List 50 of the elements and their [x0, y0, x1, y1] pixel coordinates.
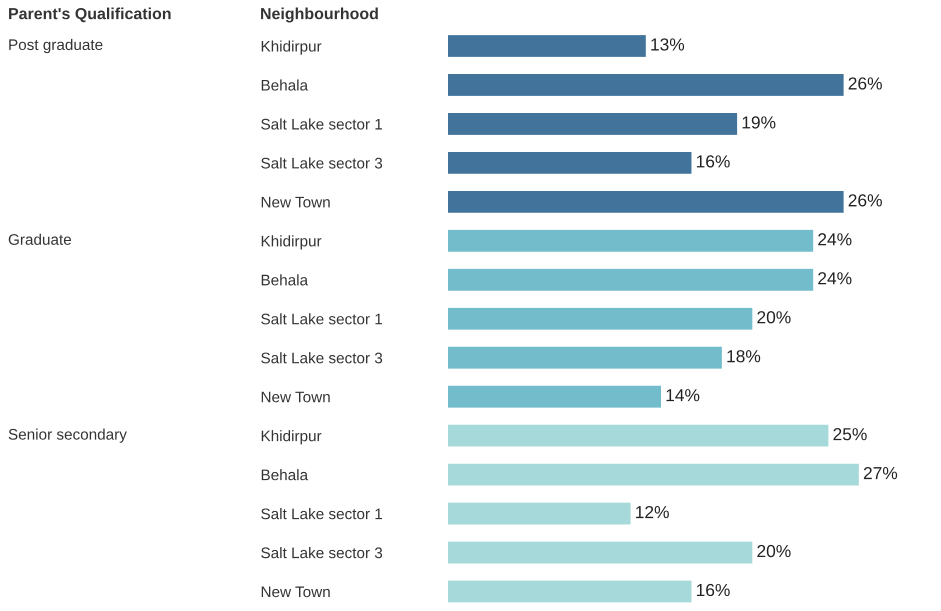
- text: Senior secondary: [8, 428, 127, 443]
- y-tick-label: Salt Lake sector 1: [261, 313, 382, 324]
- data-label: 16%: [696, 155, 730, 168]
- data-label: 25%: [833, 428, 867, 440]
- text: Post graduate: [9, 38, 102, 54]
- y-tick-label: New Town: [262, 586, 330, 598]
- bar: [448, 464, 859, 486]
- legend-title: Parent's Qualification: [9, 8, 171, 22]
- bar: [448, 35, 646, 57]
- data-label: 20%: [757, 311, 791, 324]
- data-label: 24%: [818, 233, 852, 246]
- bar: [448, 580, 692, 602]
- bar: [448, 502, 631, 524]
- y-tick-label: Khidirpur: [262, 235, 322, 250]
- data-label: 16%: [696, 584, 730, 596]
- y-axis-title: Neighbourhood: [261, 8, 378, 22]
- bar: [448, 542, 752, 564]
- y-tick-label: Salt Lake sector 3: [261, 352, 382, 364]
- data-label: 19%: [742, 116, 776, 129]
- data-label: 20%: [757, 544, 791, 558]
- y-tick-label: Behala: [262, 274, 308, 286]
- y-tick-label: Khidirpur: [262, 430, 322, 444]
- data-label: 26%: [848, 77, 882, 90]
- y-tick-label: Khidirpur: [262, 40, 322, 55]
- data-label: 14%: [666, 389, 700, 402]
- bar: [448, 386, 662, 408]
- bar: [448, 424, 828, 447]
- data-label: 24%: [818, 272, 852, 284]
- bar: [448, 308, 752, 330]
- bar: [448, 152, 692, 174]
- y-tick-label: Behala: [262, 79, 308, 91]
- y-tick-label: Salt Lake sector 3: [261, 547, 382, 558]
- bar: [448, 230, 814, 252]
- bar: [448, 74, 844, 96]
- y-tick-label: New Town: [262, 196, 330, 208]
- bar: [448, 268, 814, 291]
- data-label: 13%: [651, 38, 684, 51]
- y-tick-label: Salt Lake sector 3: [261, 157, 382, 169]
- data-label: 26%: [848, 194, 882, 207]
- y-tick-label: Salt Lake sector 1: [261, 118, 382, 130]
- data-label: 18%: [727, 350, 760, 362]
- bar: [448, 113, 738, 135]
- bar: [448, 190, 844, 213]
- y-tick-label: Salt Lake sector 1: [261, 508, 382, 520]
- y-tick-label: Behala: [262, 469, 308, 480]
- data-label: 27%: [864, 466, 898, 480]
- bar: [448, 346, 722, 369]
- y-tick-label: New Town: [262, 392, 330, 402]
- text: Graduate: [8, 234, 72, 245]
- data-label: 12%: [636, 506, 669, 518]
